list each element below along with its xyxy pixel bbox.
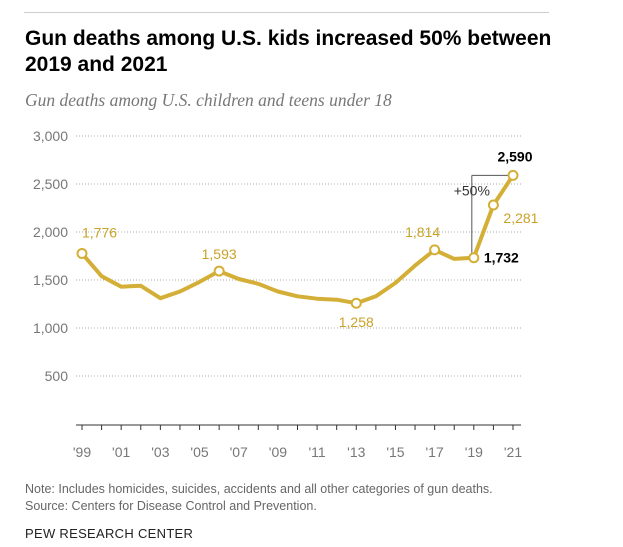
y-tick-label: 1,000: [33, 320, 68, 336]
data-label: 1,814: [405, 224, 440, 240]
data-label: 1,776: [82, 225, 117, 241]
y-tick-label: 2,000: [33, 224, 68, 240]
y-tick-label: 3,000: [33, 128, 68, 144]
data-label: 1,732: [484, 250, 519, 266]
change-bracket: +50%: [454, 174, 508, 258]
data-point-marker: [76, 248, 88, 260]
x-tick-label: '05: [190, 444, 208, 460]
data-label: 2,281: [503, 210, 538, 226]
data-labels: 1,776 1,593 1,258 1,814 1,732 2,281 2,590: [82, 148, 539, 330]
x-tick-label: '09: [269, 444, 287, 460]
chart-subtitle: Gun deaths among U.S. children and teens…: [25, 90, 392, 110]
data-label: 2,590: [497, 148, 532, 164]
data-point-marker: [507, 169, 519, 181]
x-tick-label: '99: [73, 444, 91, 460]
line-chart: 500 1,000 1,500 2,000 2,500 3,000 '99 '01 '03 '0…: [33, 128, 539, 460]
footnote: Note: Includes homicides, suicides, acci…: [25, 481, 493, 515]
data-label: 1,258: [339, 314, 374, 330]
y-tick-label: 2,500: [33, 176, 68, 192]
x-tick-label: '07: [230, 444, 248, 460]
data-point-marker: [487, 199, 499, 211]
series-line-group: [80, 173, 515, 306]
x-tick-label: '03: [151, 444, 169, 460]
x-tick-label: '19: [465, 444, 483, 460]
data-label: 1,593: [202, 246, 237, 262]
change-label: +50%: [454, 182, 490, 198]
grid-lines: [76, 135, 521, 377]
data-point-marker: [429, 244, 441, 256]
data-point-marker: [468, 252, 480, 264]
x-tick-label: '13: [347, 444, 365, 460]
note-text: Note: Includes homicides, suicides, acci…: [25, 482, 493, 496]
data-point-marker: [213, 265, 225, 277]
x-tick-label: '01: [112, 444, 130, 460]
y-tick-label: 1,500: [33, 272, 68, 288]
data-point-marker: [350, 297, 362, 309]
x-tick-label: '15: [386, 444, 404, 460]
top-divider: [24, 12, 549, 13]
x-tick-label: '21: [504, 444, 522, 460]
source-text: Source: Centers for Disease Control and …: [25, 499, 317, 513]
x-tick-label: '11: [308, 444, 325, 460]
y-tick-label: 500: [45, 368, 69, 384]
brand-logo-text: PEW RESEARCH CENTER: [25, 526, 194, 541]
x-tick-label: '17: [426, 444, 444, 460]
chart-title: Gun deaths among U.S. kids increased 50%…: [25, 27, 552, 76]
series-line: [80, 173, 515, 306]
data-points: [76, 169, 519, 309]
x-axis: '99 '01 '03 '05 '07 '09 '11 '13 '15 '17 '19 '21: [73, 424, 522, 460]
y-axis-ticks: 500 1,000 1,500 2,000 2,500 3,000: [33, 128, 68, 384]
